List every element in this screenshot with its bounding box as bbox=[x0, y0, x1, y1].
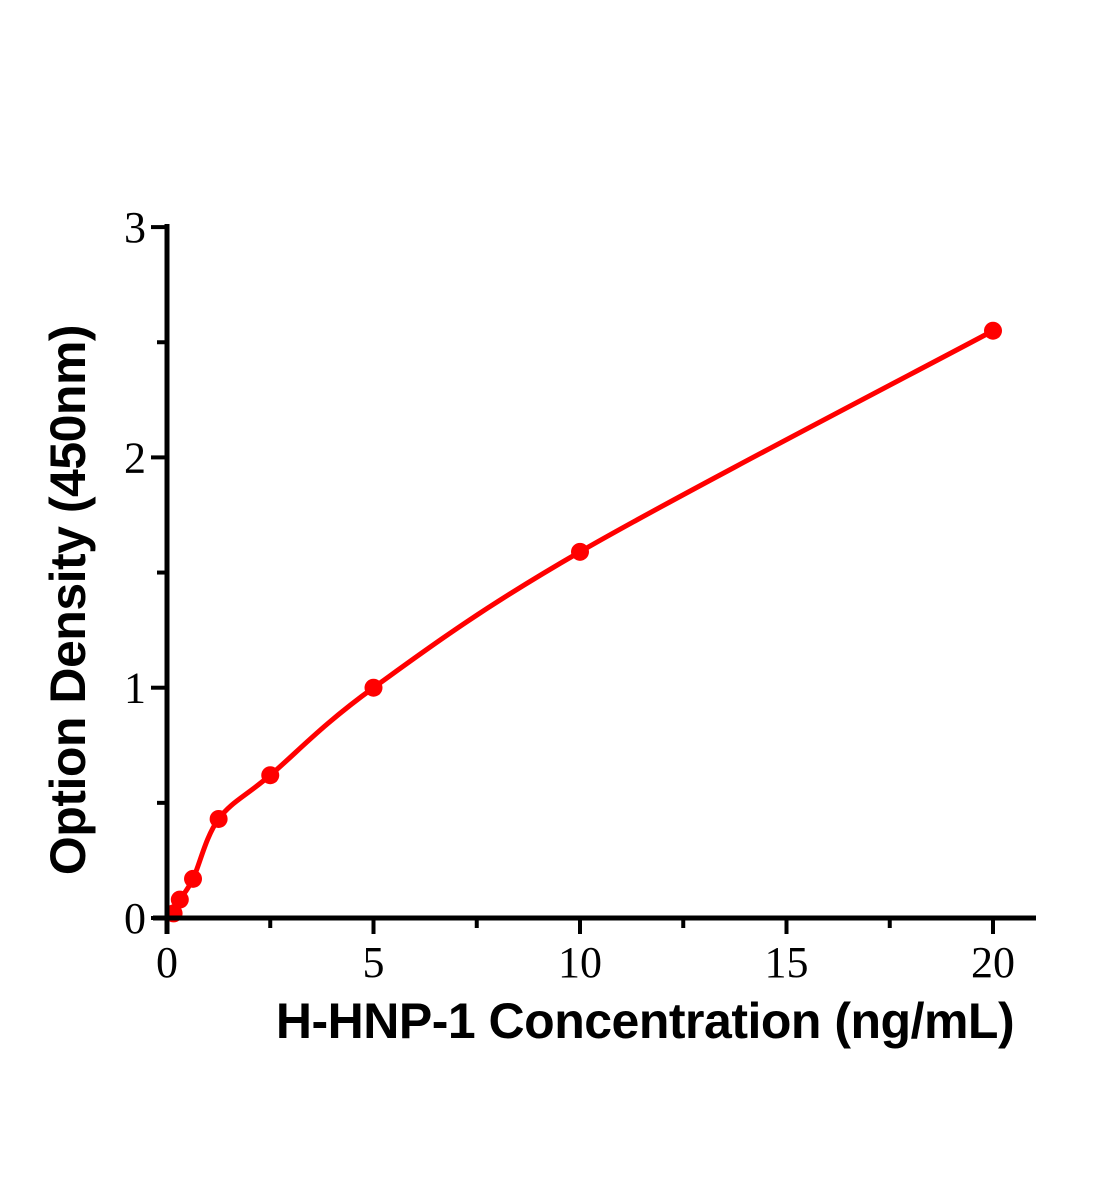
y-tick-label: 2 bbox=[124, 433, 146, 482]
data-point bbox=[984, 321, 1002, 340]
x-tick-label: 0 bbox=[156, 938, 178, 987]
y-tick-label: 3 bbox=[124, 203, 146, 252]
data-point bbox=[184, 869, 203, 888]
fit-curve bbox=[166, 328, 995, 920]
x-tick-label: 20 bbox=[971, 938, 1015, 987]
curve-layer bbox=[164, 321, 1002, 923]
axes-layer bbox=[151, 224, 1036, 934]
data-point bbox=[209, 809, 228, 828]
tick-label-layer: 0 5 10 15 20 0 1 2 3 bbox=[124, 203, 1015, 987]
x-tick-label: 15 bbox=[765, 938, 809, 987]
y-axis-title: Option Density (450nm) bbox=[40, 325, 96, 875]
data-point bbox=[571, 542, 589, 561]
data-point bbox=[364, 678, 383, 697]
data-point bbox=[261, 766, 280, 785]
x-tick-label: 5 bbox=[363, 938, 385, 987]
y-tick-label: 0 bbox=[124, 894, 146, 943]
x-axis-title: H-HNP-1 Concentration (ng/mL) bbox=[276, 993, 1014, 1049]
y-tick-label: 1 bbox=[124, 664, 146, 713]
data-point bbox=[170, 890, 189, 909]
x-tick-label: 10 bbox=[558, 938, 602, 987]
